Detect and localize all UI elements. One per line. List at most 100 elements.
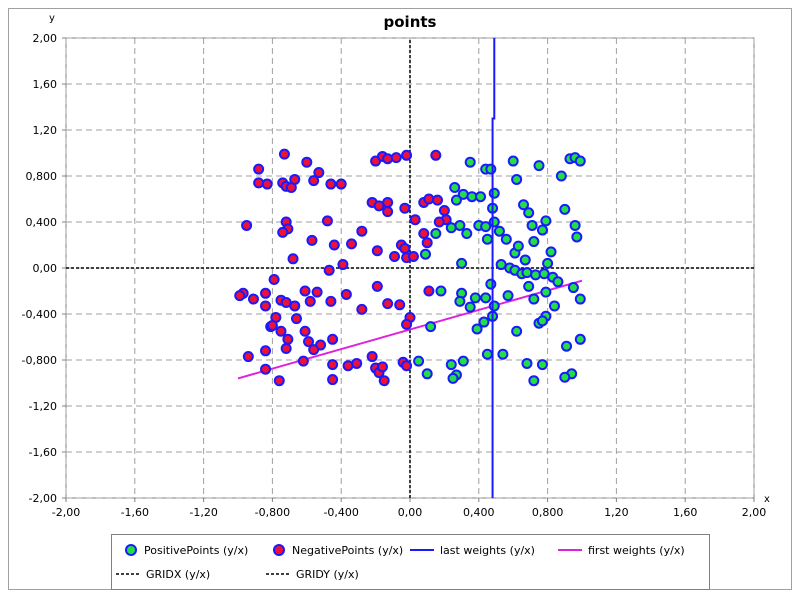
positive-point <box>574 333 586 345</box>
positive-point <box>480 292 492 304</box>
positive-point <box>540 286 552 298</box>
negative-point <box>323 264 335 276</box>
series-layer <box>66 38 754 498</box>
negative-point <box>401 360 413 372</box>
positive-point <box>567 282 579 294</box>
positive-point <box>450 194 462 206</box>
positive-point <box>478 316 490 328</box>
negative-point <box>260 363 272 375</box>
y-tick-label: 0,800 <box>26 170 58 183</box>
negative-point <box>371 280 383 292</box>
negative-point <box>273 375 285 387</box>
positive-point <box>456 257 468 269</box>
positive-point <box>533 160 545 172</box>
positive-point <box>464 301 476 313</box>
negative-point <box>382 153 394 165</box>
negative-point <box>376 361 388 373</box>
negative-point <box>275 325 287 337</box>
positive-point <box>488 216 500 228</box>
negative-point <box>282 333 294 345</box>
positive-point <box>536 359 548 371</box>
positive-point <box>464 156 476 168</box>
legend-gridx-line-icon <box>116 573 140 575</box>
positive-point <box>521 357 533 369</box>
negative-point <box>280 343 292 354</box>
negative-point <box>366 351 378 363</box>
y-tick-label: -1,20 <box>29 400 57 413</box>
legend-gridy-line-icon <box>266 573 290 575</box>
negative-point <box>247 293 259 305</box>
negative-point <box>390 152 402 164</box>
negative-point <box>260 287 272 299</box>
x-tick-label: -2,00 <box>52 506 80 519</box>
negative-point <box>371 245 383 257</box>
x-tick-label: -1,20 <box>189 506 217 519</box>
negative-point <box>394 299 406 311</box>
positive-point <box>469 292 481 304</box>
positive-point <box>512 240 524 252</box>
positive-point <box>523 207 535 219</box>
positive-point <box>447 372 459 384</box>
negative-point <box>340 288 352 300</box>
positive-point <box>419 248 431 260</box>
legend-label-first-weights: first weights (y/x) <box>588 543 685 557</box>
negative-point <box>260 300 272 312</box>
negative-point <box>389 251 401 262</box>
y-tick-label: -2,00 <box>29 492 57 505</box>
x-tick-label: 0,400 <box>463 506 495 519</box>
negative-point <box>433 216 445 228</box>
positive-point <box>445 222 457 234</box>
series-0 <box>413 152 586 387</box>
negative-point <box>356 303 368 315</box>
negative-point <box>234 290 246 302</box>
negative-point <box>268 274 280 285</box>
series-1 <box>234 148 452 387</box>
negative-point <box>327 374 339 386</box>
positive-point <box>530 269 542 281</box>
positive-point <box>574 155 586 167</box>
negative-point <box>399 242 411 254</box>
positive-point <box>536 315 548 327</box>
legend-item-first-weights: first weights (y/x) <box>558 542 685 558</box>
last-weights-line <box>491 38 496 498</box>
negative-point <box>421 237 433 249</box>
negative-point <box>356 225 368 237</box>
x-tick-label: -0,400 <box>323 506 358 519</box>
positive-point <box>574 293 586 305</box>
legend-item-positive: PositivePoints (y/x) <box>124 542 248 558</box>
legend-label-gridy: GRIDY (y/x) <box>296 567 359 581</box>
negative-point <box>299 285 311 297</box>
positive-point <box>536 224 548 236</box>
negative-point <box>260 345 272 357</box>
positive-point <box>485 278 497 290</box>
x-axis-ticks: -2,00 -1,60 -1,20 -0,800 -0,400 0,00 0,400 0,80… <box>52 498 766 519</box>
negative-point <box>325 178 337 190</box>
positive-point <box>497 348 509 360</box>
legend-negative-marker-icon <box>273 544 285 556</box>
negative-point <box>335 178 347 190</box>
x-tick-label: 0,800 <box>532 506 564 519</box>
positive-point <box>445 359 457 371</box>
negative-point <box>342 360 354 372</box>
positive-point <box>521 267 533 279</box>
legend-item-gridy: GRIDY (y/x) <box>266 566 359 582</box>
negative-point <box>432 194 444 206</box>
y-tick-label: -1,60 <box>29 446 57 459</box>
positive-point <box>488 187 500 199</box>
negative-point <box>327 333 339 345</box>
negative-point <box>418 228 430 239</box>
negative-point <box>382 206 394 218</box>
negative-point <box>277 226 289 238</box>
positive-point <box>528 375 540 387</box>
positive-point <box>471 323 483 335</box>
legend-positive-marker-icon <box>125 544 137 556</box>
positive-point <box>545 246 557 258</box>
positive-point <box>425 321 437 333</box>
positive-point <box>555 170 567 182</box>
negative-point <box>438 205 450 216</box>
positive-point <box>523 280 535 292</box>
x-tick-label: 0,00 <box>398 506 423 519</box>
negative-point <box>261 178 273 190</box>
positive-point <box>511 325 523 337</box>
